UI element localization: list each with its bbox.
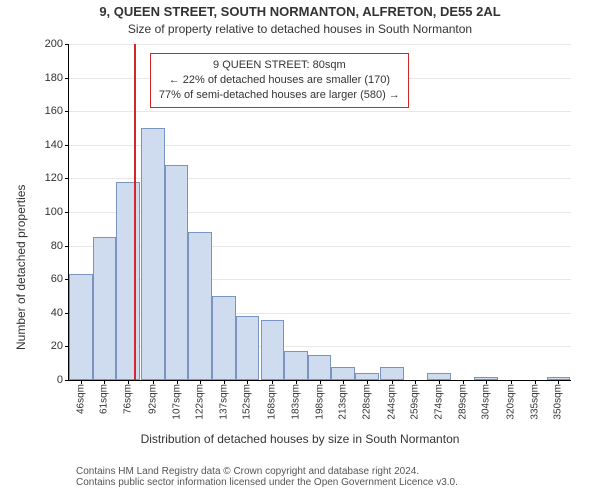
footer-line-1: Contains HM Land Registry data © Crown c… [76,466,458,477]
gridline [69,111,571,112]
chart-subtitle: Size of property relative to detached ho… [0,22,600,36]
histogram-bar [212,296,236,380]
x-tick-label: 304sqm [481,384,492,420]
x-tick-label: 107sqm [171,384,182,420]
x-tick-label: 76sqm [122,384,133,414]
annotation-line-1: 9 QUEEN STREET: 80sqm [159,58,400,73]
y-tick-label: 120 [45,172,69,184]
histogram-bar [69,274,93,380]
x-tick-label: 61sqm [99,384,110,414]
chart-title: 9, QUEEN STREET, SOUTH NORMANTON, ALFRET… [0,4,600,19]
x-tick-label: 289sqm [457,384,468,420]
plot-area: 02040608010012014016018020046sqm61sqm76s… [68,44,571,381]
histogram-bar [331,367,355,380]
x-tick-label: 183sqm [291,384,302,420]
histogram-bar [355,373,379,380]
x-tick-label: 350sqm [553,384,564,420]
x-tick-label: 137sqm [218,384,229,420]
footer: Contains HM Land Registry data © Crown c… [76,466,458,488]
annotation-box: 9 QUEEN STREET: 80sqm ← 22% of detached … [150,53,409,108]
x-tick-label: 244sqm [386,384,397,420]
x-tick-label: 320sqm [506,384,517,420]
histogram-bar [284,351,308,380]
x-tick-label: 335sqm [529,384,540,420]
histogram-bar [308,355,332,380]
y-tick-label: 200 [45,38,69,50]
x-tick-label: 152sqm [242,384,253,420]
histogram-bar [427,373,451,380]
y-tick-label: 80 [51,240,69,252]
y-tick-label: 60 [51,273,69,285]
y-tick-label: 180 [45,72,69,84]
histogram-bar [261,320,285,380]
y-tick-label: 40 [51,307,69,319]
x-axis-label: Distribution of detached houses by size … [0,432,600,446]
y-tick-label: 20 [51,340,69,352]
histogram-bar [141,128,165,380]
histogram-bar [236,316,260,380]
gridline [69,44,571,45]
x-tick-label: 228sqm [361,384,372,420]
footer-line-2: Contains public sector information licen… [76,477,458,488]
y-axis-label: Number of detached properties [14,185,28,350]
y-tick-label: 100 [45,206,69,218]
x-tick-label: 198sqm [314,384,325,420]
reference-line [134,44,136,380]
x-tick-label: 274sqm [434,384,445,420]
x-tick-label: 259sqm [410,384,421,420]
y-tick-label: 160 [45,105,69,117]
x-tick-label: 122sqm [195,384,206,420]
histogram-bar [165,165,189,380]
x-tick-label: 92sqm [148,384,159,414]
x-tick-label: 168sqm [267,384,278,420]
annotation-line-2: ← 22% of detached houses are smaller (17… [159,73,400,88]
x-tick-label: 46sqm [75,384,86,414]
y-tick-label: 140 [45,139,69,151]
annotation-line-3: 77% of semi-detached houses are larger (… [159,88,400,103]
x-tick-label: 213sqm [338,384,349,420]
y-tick-label: 0 [57,374,69,386]
histogram-bar [188,232,212,380]
property-size-histogram-figure: { "title": "9, QUEEN STREET, SOUTH NORMA… [0,0,600,500]
histogram-bar [380,367,404,380]
histogram-bar [93,237,117,380]
